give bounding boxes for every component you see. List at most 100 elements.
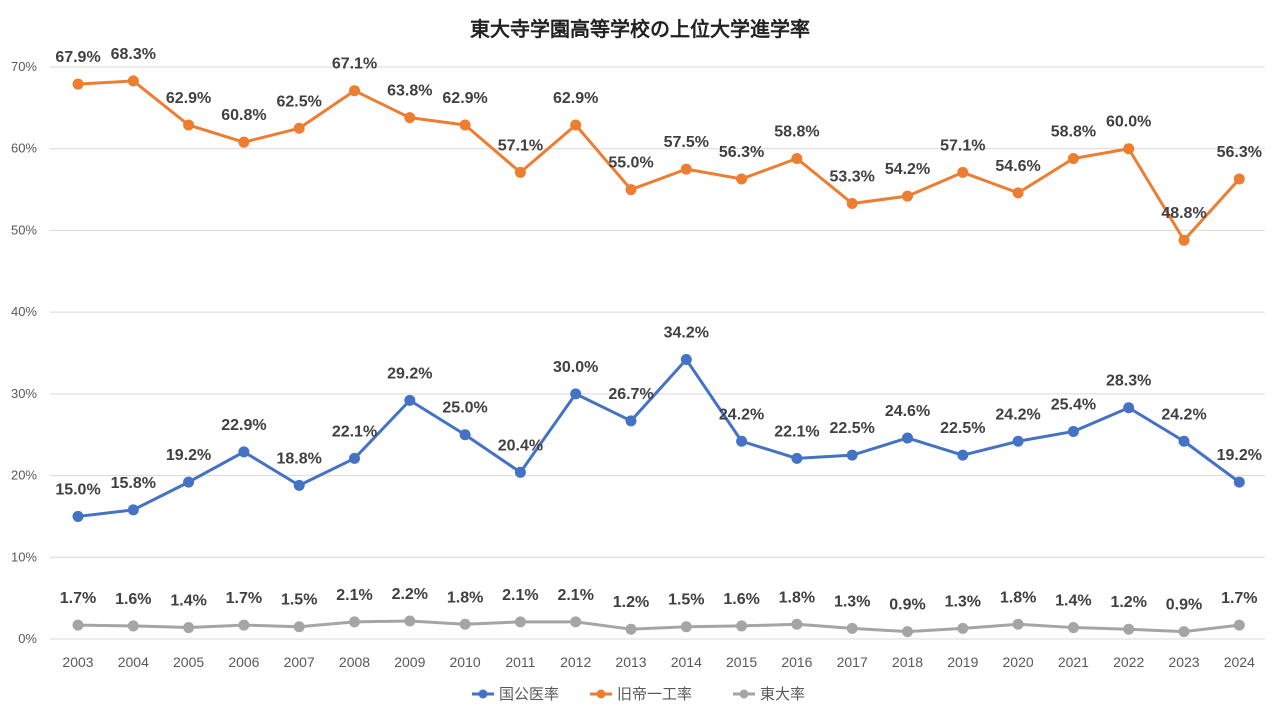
gridlines <box>50 66 1265 640</box>
data-label: 30.0% <box>553 359 598 376</box>
data-label: 62.9% <box>442 90 487 107</box>
data-label: 24.2% <box>995 406 1040 423</box>
data-point <box>1067 153 1079 165</box>
data-point <box>625 415 637 427</box>
data-point <box>127 75 139 87</box>
data-point <box>72 510 84 522</box>
data-point <box>680 354 692 366</box>
data-label: 57.1% <box>498 137 543 154</box>
data-point <box>791 153 803 165</box>
data-label: 67.1% <box>332 56 377 73</box>
x-tick-label: 2023 <box>1168 654 1199 670</box>
data-point <box>846 197 858 209</box>
data-label: 2.1% <box>336 587 372 604</box>
x-tick-label: 2006 <box>228 654 259 670</box>
data-label: 1.2% <box>1110 594 1146 611</box>
data-label: 56.3% <box>1217 144 1262 161</box>
data-point <box>183 119 195 131</box>
series-2 <box>72 75 1245 246</box>
data-label: 22.5% <box>940 420 985 437</box>
data-label: 54.6% <box>995 158 1040 175</box>
series-line <box>77 79 1241 242</box>
data-label: 1.2% <box>613 594 649 611</box>
data-label: 22.1% <box>332 423 377 440</box>
data-point <box>957 449 969 461</box>
data-point <box>1178 626 1190 638</box>
data-label: 24.2% <box>719 406 764 423</box>
data-label: 1.4% <box>1055 593 1091 610</box>
data-point <box>846 622 858 634</box>
data-label: 1.8% <box>779 589 815 606</box>
y-tick-label: 50% <box>11 222 37 237</box>
x-tick-label: 2003 <box>62 654 93 670</box>
data-point <box>1178 435 1190 447</box>
data-point <box>1123 402 1135 414</box>
x-tick-label: 2017 <box>837 654 868 670</box>
data-label: 1.5% <box>668 592 704 609</box>
data-label: 2.2% <box>392 586 428 603</box>
data-point <box>238 136 250 148</box>
x-tick-label: 2011 <box>505 654 535 670</box>
data-point <box>514 616 526 628</box>
x-tick-label: 2013 <box>615 654 646 670</box>
data-label: 1.6% <box>115 591 151 608</box>
x-tick-label: 2007 <box>284 654 315 670</box>
data-label: 58.8% <box>1051 124 1096 141</box>
data-label: 1.3% <box>834 593 870 610</box>
data-label: 1.6% <box>723 591 759 608</box>
series-1 <box>72 354 1245 522</box>
data-label: 18.8% <box>277 450 322 467</box>
legend-label: 東大率 <box>760 685 805 703</box>
data-label: 62.9% <box>553 90 598 107</box>
data-label: 60.8% <box>221 107 266 124</box>
data-label: 24.2% <box>1161 406 1206 423</box>
data-point <box>1123 143 1135 155</box>
legend-swatch-marker <box>478 689 488 699</box>
x-tick-label: 2005 <box>173 654 204 670</box>
data-label: 22.1% <box>774 423 819 440</box>
x-tick-label: 2024 <box>1224 654 1255 670</box>
data-label: 57.5% <box>664 134 709 151</box>
data-label: 1.3% <box>945 593 981 610</box>
data-label: 1.8% <box>1000 589 1036 606</box>
data-point <box>127 620 139 632</box>
y-tick-label: 10% <box>11 549 37 564</box>
data-point <box>293 122 305 134</box>
data-label: 60.0% <box>1106 114 1151 131</box>
data-label: 26.7% <box>608 386 653 403</box>
data-label: 25.4% <box>1051 396 1096 413</box>
series-lines <box>72 75 1245 638</box>
x-tick-label: 2019 <box>947 654 978 670</box>
data-label: 29.2% <box>387 365 432 382</box>
data-point <box>459 618 471 630</box>
legend: 国公医率 旧帝一工率 東大率 <box>472 685 805 703</box>
y-tick-label: 20% <box>11 468 37 483</box>
chart-title: 東大寺学園高等学校の上位大学進学率 <box>470 17 810 41</box>
data-point <box>293 621 305 633</box>
series-line <box>77 358 1241 518</box>
data-label: 0.9% <box>1166 597 1202 614</box>
data-point <box>1067 622 1079 634</box>
data-point <box>1123 623 1135 635</box>
data-point <box>736 173 748 185</box>
data-point <box>1233 173 1245 185</box>
data-point <box>514 166 526 178</box>
data-point <box>349 616 360 628</box>
y-tick-label: 0% <box>18 631 37 646</box>
data-point <box>1012 187 1024 199</box>
x-tick-label: 2010 <box>450 654 481 670</box>
x-tick-label: 2004 <box>118 654 149 670</box>
data-point <box>127 504 139 516</box>
data-point <box>570 119 582 131</box>
data-label: 20.4% <box>498 437 543 454</box>
data-point <box>791 452 803 464</box>
data-label: 34.2% <box>664 325 709 342</box>
y-tick-label: 60% <box>11 141 37 156</box>
data-point <box>957 622 969 634</box>
data-point <box>570 388 582 400</box>
data-point <box>791 618 803 630</box>
data-label: 54.2% <box>885 161 930 178</box>
data-point <box>183 476 195 488</box>
data-point <box>72 78 84 90</box>
